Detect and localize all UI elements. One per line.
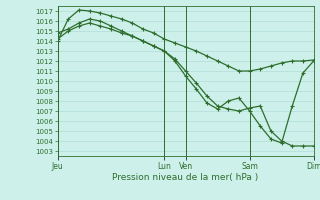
X-axis label: Pression niveau de la mer( hPa ): Pression niveau de la mer( hPa ) (112, 173, 259, 182)
